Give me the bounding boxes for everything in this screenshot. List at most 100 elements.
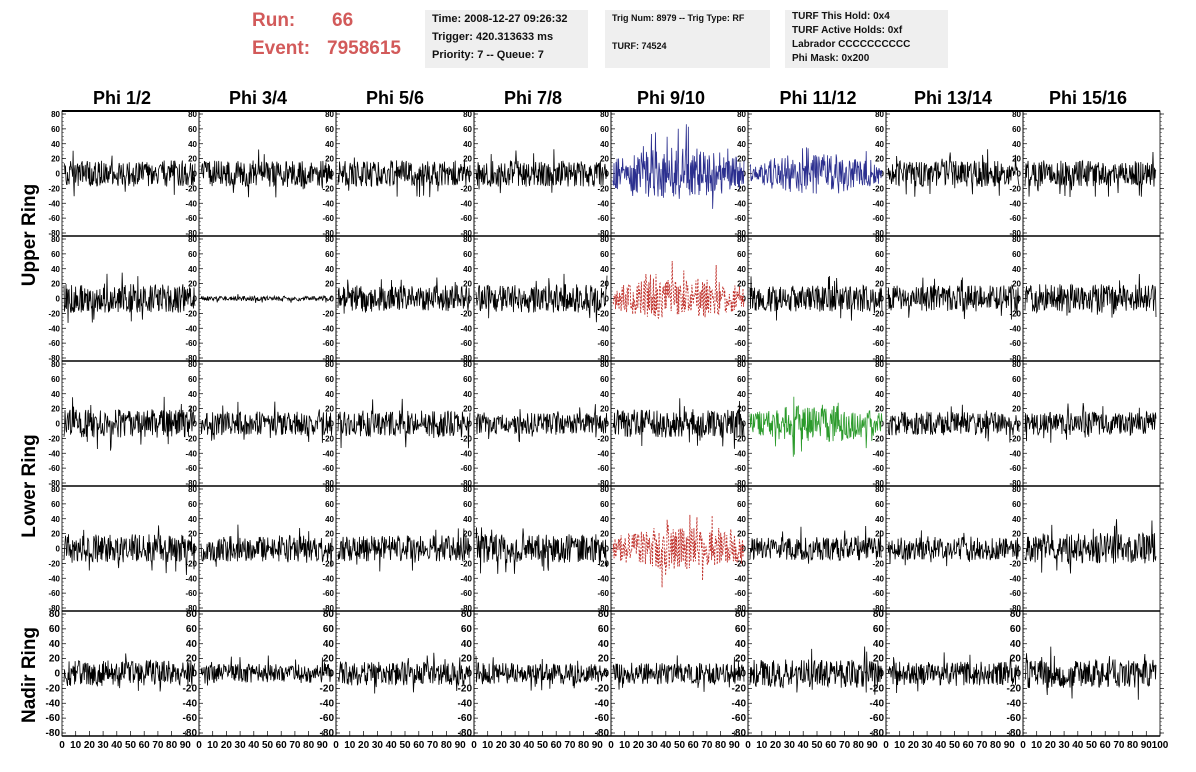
y-tick-label: 60 xyxy=(737,125,746,134)
y-tick-label: -20 xyxy=(322,434,334,443)
y-tick-label: 40 xyxy=(51,140,60,149)
y-tick-label: 20 xyxy=(188,155,197,164)
y-tick-label: -80 xyxy=(320,728,335,739)
y-tick-label: -20 xyxy=(460,434,472,443)
panel-frame xyxy=(1022,110,1161,237)
y-tick-label: -20 xyxy=(460,309,472,318)
y-tick-label: 20 xyxy=(51,530,60,539)
y-tick-label: -80 xyxy=(734,604,746,613)
y-tick-label: 20 xyxy=(51,405,60,414)
x-tick-label: 40 xyxy=(111,740,123,751)
y-tick-label: -80 xyxy=(460,604,472,613)
y-tick-label: 80 xyxy=(875,485,884,494)
y-tick-label: -60 xyxy=(322,339,334,348)
waveform-trace xyxy=(612,514,745,588)
y-tick-label: -20 xyxy=(1009,559,1021,568)
x-tick-label: 20 xyxy=(633,740,645,751)
y-tick-label: 80 xyxy=(600,485,609,494)
y-tick-label: 0 xyxy=(880,420,885,429)
y-tick-label: 40 xyxy=(188,140,197,149)
y-tick-label: -40 xyxy=(185,324,197,333)
waveform-trace xyxy=(612,398,745,449)
x-tick-label: 40 xyxy=(386,740,398,751)
y-tick-label: -40 xyxy=(183,698,198,709)
y-tick-label: 80 xyxy=(463,110,472,119)
y-tick-label: -20 xyxy=(460,559,472,568)
y-tick-label: 60 xyxy=(600,375,609,384)
x-tick-label: 40 xyxy=(935,740,947,751)
y-tick-label: 80 xyxy=(873,609,885,620)
y-tick-label: -60 xyxy=(734,339,746,348)
y-tick-label: 60 xyxy=(875,500,884,509)
waveform-trace xyxy=(337,652,471,694)
y-tick-label: 60 xyxy=(51,500,60,509)
y-tick-label: -20 xyxy=(1007,683,1022,694)
y-tick-label: -40 xyxy=(185,574,197,583)
x-tick-label: 10 xyxy=(70,740,82,751)
x-tick-label: 70 xyxy=(427,740,439,751)
y-tick-label: -60 xyxy=(183,713,198,724)
y-tick-label: -40 xyxy=(597,199,609,208)
y-tick-label: 40 xyxy=(51,390,60,399)
y-tick-label: -20 xyxy=(597,559,609,568)
y-tick-label: -40 xyxy=(872,449,884,458)
y-tick-label: 80 xyxy=(600,235,609,244)
y-tick-label: 80 xyxy=(875,235,884,244)
panel-frame xyxy=(335,485,475,612)
y-tick-label: 20 xyxy=(49,654,61,665)
y-tick-label: 20 xyxy=(463,155,472,164)
y-tick-label: 80 xyxy=(463,235,472,244)
y-tick-label: 40 xyxy=(188,265,197,274)
y-tick-label: 80 xyxy=(598,609,610,620)
x-tick-label: 0 xyxy=(883,740,889,751)
y-tick-label: -80 xyxy=(597,479,609,488)
y-tick-label: 40 xyxy=(323,639,335,650)
x-tick-label: 20 xyxy=(496,740,508,751)
y-tick-label: -40 xyxy=(870,698,885,709)
y-tick-label: 60 xyxy=(325,500,334,509)
x-tick-label: 30 xyxy=(98,740,110,751)
y-tick-label: -60 xyxy=(595,713,610,724)
x-tick-label: 30 xyxy=(647,740,659,751)
waveform-trace xyxy=(1024,403,1157,443)
x-tick-label: 50 xyxy=(949,740,961,751)
y-tick-label: -40 xyxy=(734,199,746,208)
y-tick-label: -60 xyxy=(872,339,884,348)
y-tick-label: 60 xyxy=(875,125,884,134)
y-tick-label: -60 xyxy=(48,464,60,473)
y-tick-label: -80 xyxy=(460,479,472,488)
y-tick-label: -40 xyxy=(1009,324,1021,333)
x-tick-label: 0 xyxy=(1020,740,1026,751)
x-tick-label: 70 xyxy=(976,740,988,751)
y-tick-label: -20 xyxy=(48,559,60,568)
y-tick-label: 20 xyxy=(873,654,885,665)
y-tick-label: 80 xyxy=(188,485,197,494)
y-tick-label: 20 xyxy=(323,654,335,665)
x-tick-label: 80 xyxy=(853,740,865,751)
y-tick-label: 0 xyxy=(742,420,747,429)
priority-text: Priority: 7 -- Queue: 7 xyxy=(432,49,544,61)
y-tick-label: 60 xyxy=(873,624,885,635)
waveform-trace xyxy=(200,401,333,443)
y-tick-label: 80 xyxy=(1012,235,1021,244)
x-tick-label: 100 xyxy=(1152,740,1169,751)
trig-num-text: Trig Num: 8979 -- Trig Type: RF xyxy=(612,13,745,23)
y-tick-label: 60 xyxy=(188,375,197,384)
y-tick-label: -40 xyxy=(185,449,197,458)
y-tick-label: 40 xyxy=(600,140,609,149)
y-tick-label: -60 xyxy=(460,589,472,598)
y-tick-label: 60 xyxy=(875,250,884,259)
y-tick-label: -60 xyxy=(597,339,609,348)
y-tick-label: 20 xyxy=(875,280,884,289)
y-tick-label: -80 xyxy=(185,229,197,238)
y-tick-label: 40 xyxy=(737,390,746,399)
y-tick-label: -80 xyxy=(185,354,197,363)
turf-this-hold-text: TURF This Hold: 0x4 xyxy=(792,11,890,22)
column-header-phi-11-12: Phi 11/12 xyxy=(779,88,857,108)
y-tick-label: -40 xyxy=(1009,574,1021,583)
waveform-trace xyxy=(749,396,883,457)
x-tick-label: 80 xyxy=(166,740,178,751)
x-tick-label: 0 xyxy=(333,740,339,751)
y-tick-label: -20 xyxy=(597,434,609,443)
y-tick-label: 0 xyxy=(742,545,747,554)
